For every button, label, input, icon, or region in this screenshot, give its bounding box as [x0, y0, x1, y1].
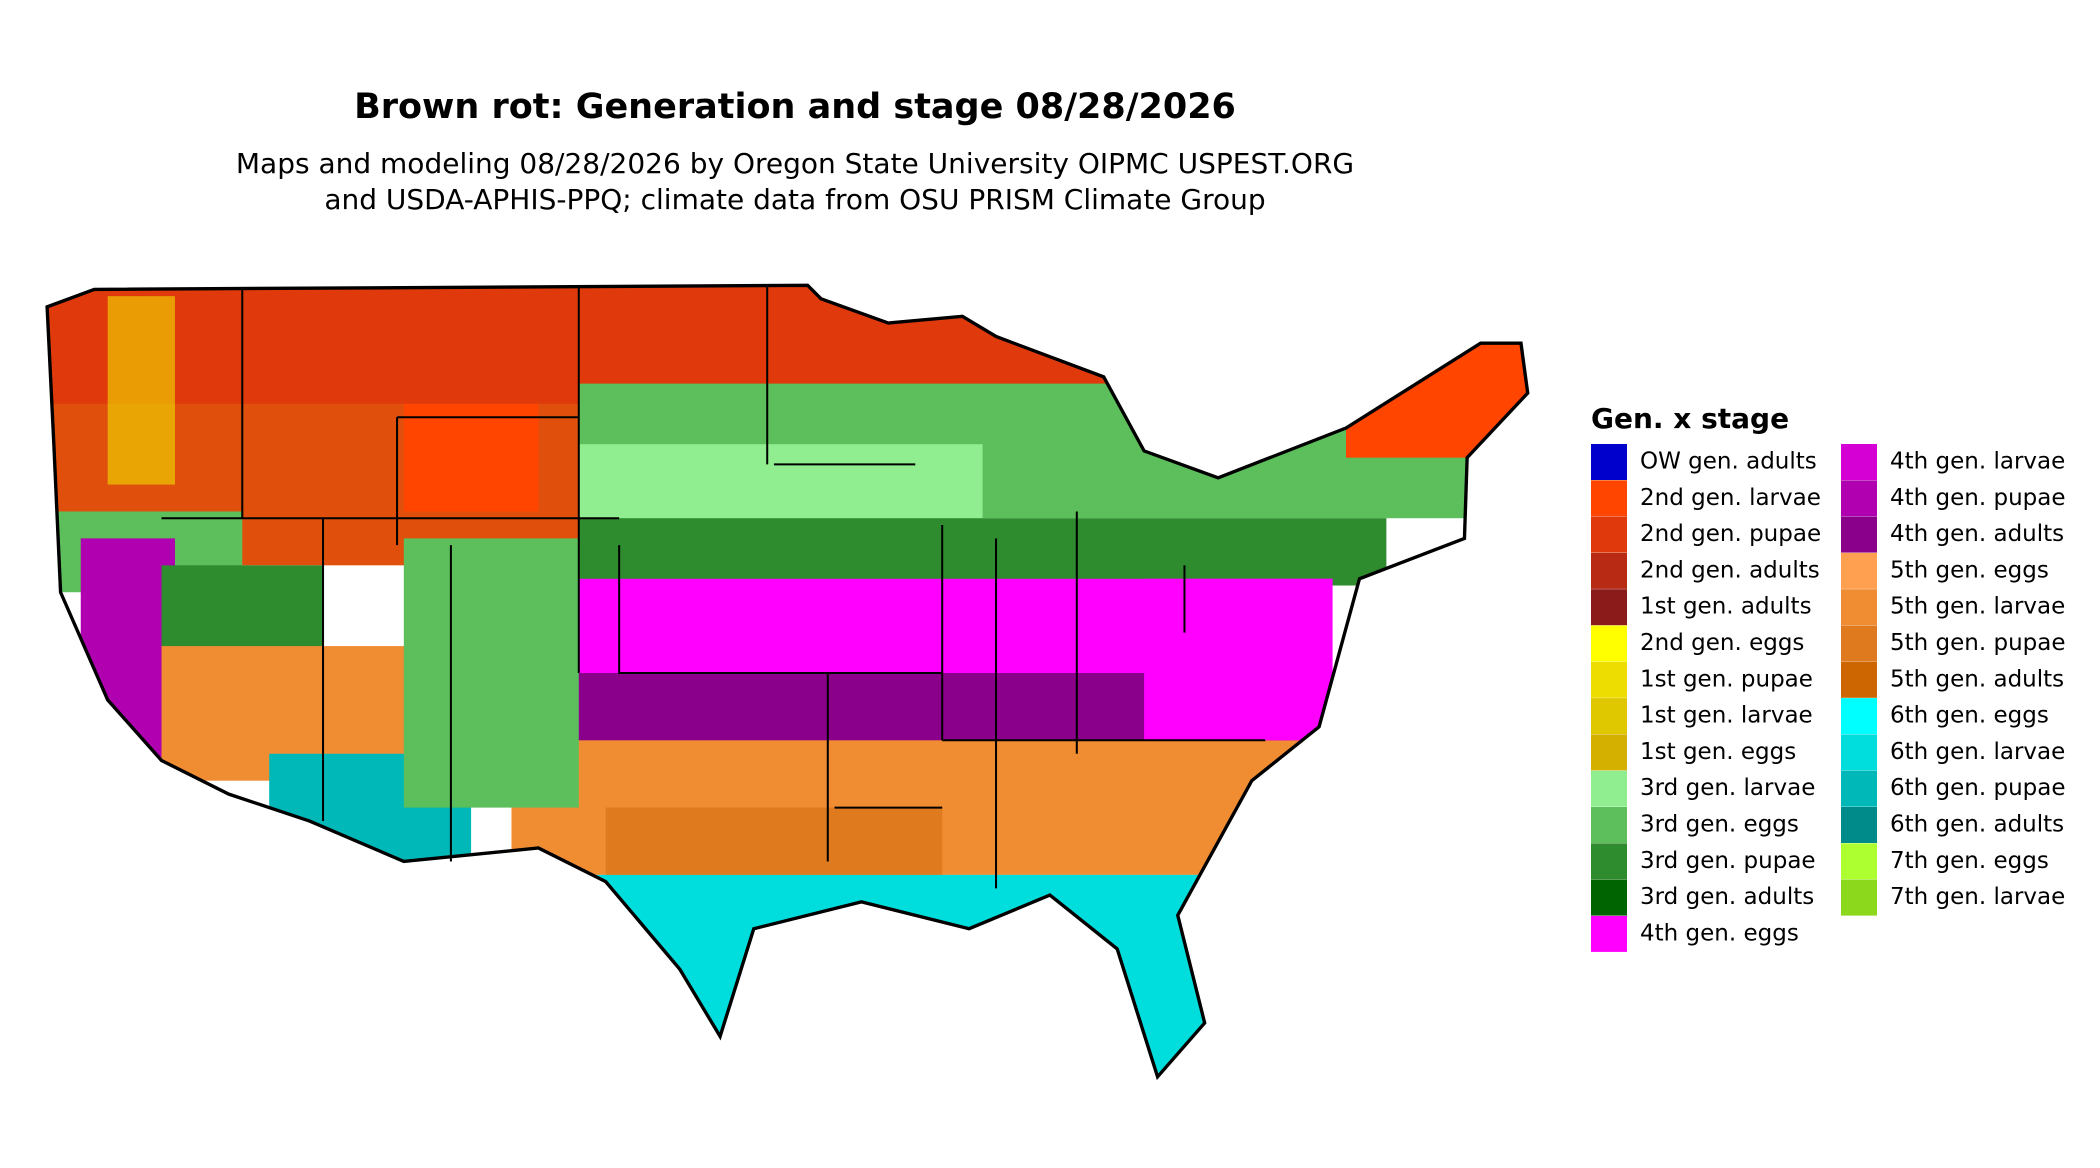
legend-swatch — [1591, 698, 1627, 735]
legend: OW gen. adults 2nd gen. larvae 2nd gen. pu… — [1591, 444, 2066, 952]
legend-label: 1st gen. eggs — [1640, 739, 1796, 765]
legend-label: 4th gen. adults — [1890, 521, 2064, 547]
legend-swatch — [1591, 444, 1627, 480]
legend-label: 6th gen. eggs — [1890, 703, 2049, 729]
legend-swatch — [1591, 625, 1627, 662]
legend-label: 2nd gen. adults — [1640, 557, 1820, 583]
legend-title: Gen. x stage — [1591, 402, 1789, 435]
legend-label: 7th gen. eggs — [1890, 848, 2049, 874]
legend-swatch — [1841, 879, 1877, 916]
legend-swatch — [1591, 552, 1627, 589]
legend-label: 1st gen. adults — [1640, 594, 1812, 620]
legend-swatch — [1841, 444, 1877, 480]
legend-label: OW gen. adults — [1640, 449, 1817, 475]
legend-swatch — [1841, 843, 1877, 880]
legend-swatch — [1841, 589, 1877, 626]
legend-label: 1st gen. pupae — [1640, 666, 1813, 692]
legend-swatch — [1841, 661, 1877, 698]
legend-label: 5th gen. larvae — [1890, 594, 2065, 620]
legend-swatch — [1841, 480, 1877, 517]
legend-swatch — [1591, 879, 1627, 916]
legend-label: 2nd gen. eggs — [1640, 630, 1804, 656]
map-title: Brown rot: Generation and stage 08/28/20… — [354, 87, 1236, 127]
legend-swatch — [1591, 480, 1627, 517]
subtitle-line: and USDA-APHIS-PPQ; climate data from OS… — [324, 183, 1265, 216]
legend-swatch — [1591, 843, 1627, 880]
legend-label: 6th gen. pupae — [1890, 775, 2066, 801]
legend-label: 2nd gen. pupae — [1640, 521, 1821, 547]
legend-label: 7th gen. larvae — [1890, 884, 2065, 910]
legend-swatch — [1591, 516, 1627, 553]
subtitle-line: Maps and modeling 08/28/2026 by Oregon S… — [236, 147, 1354, 180]
legend-swatch — [1841, 734, 1877, 771]
legend-label: 6th gen. adults — [1890, 812, 2064, 838]
legend-swatch — [1591, 770, 1627, 807]
legend-label: 4th gen. larvae — [1890, 449, 2065, 475]
legend-label: 5th gen. eggs — [1890, 557, 2049, 583]
legend-label: 5th gen. adults — [1890, 666, 2064, 692]
legend-swatch — [1591, 589, 1627, 626]
legend-label: 3rd gen. larvae — [1640, 775, 1815, 801]
legend-swatch — [1841, 625, 1877, 662]
legend-label: 5th gen. pupae — [1890, 630, 2066, 656]
legend-label: 2nd gen. larvae — [1640, 485, 1821, 511]
legend-swatch — [1591, 734, 1627, 771]
legend-label: 3rd gen. pupae — [1640, 848, 1816, 874]
legend-label: 6th gen. larvae — [1890, 739, 2065, 765]
legend-swatch — [1591, 807, 1627, 843]
legend-label: 4th gen. pupae — [1890, 485, 2066, 511]
legend-swatch — [1841, 807, 1877, 843]
legend-label: 1st gen. larvae — [1640, 703, 1813, 729]
legend-swatch — [1841, 698, 1877, 735]
legend-label: 3rd gen. adults — [1640, 884, 1814, 910]
legend-swatch — [1591, 661, 1627, 698]
legend-label: 3rd gen. eggs — [1640, 812, 1799, 838]
legend-swatch — [1591, 915, 1627, 952]
map — [45, 283, 1530, 1081]
legend-swatch — [1841, 516, 1877, 553]
legend-label: 4th gen. eggs — [1640, 920, 1799, 946]
legend-swatch — [1841, 552, 1877, 589]
legend-swatch — [1841, 770, 1877, 807]
